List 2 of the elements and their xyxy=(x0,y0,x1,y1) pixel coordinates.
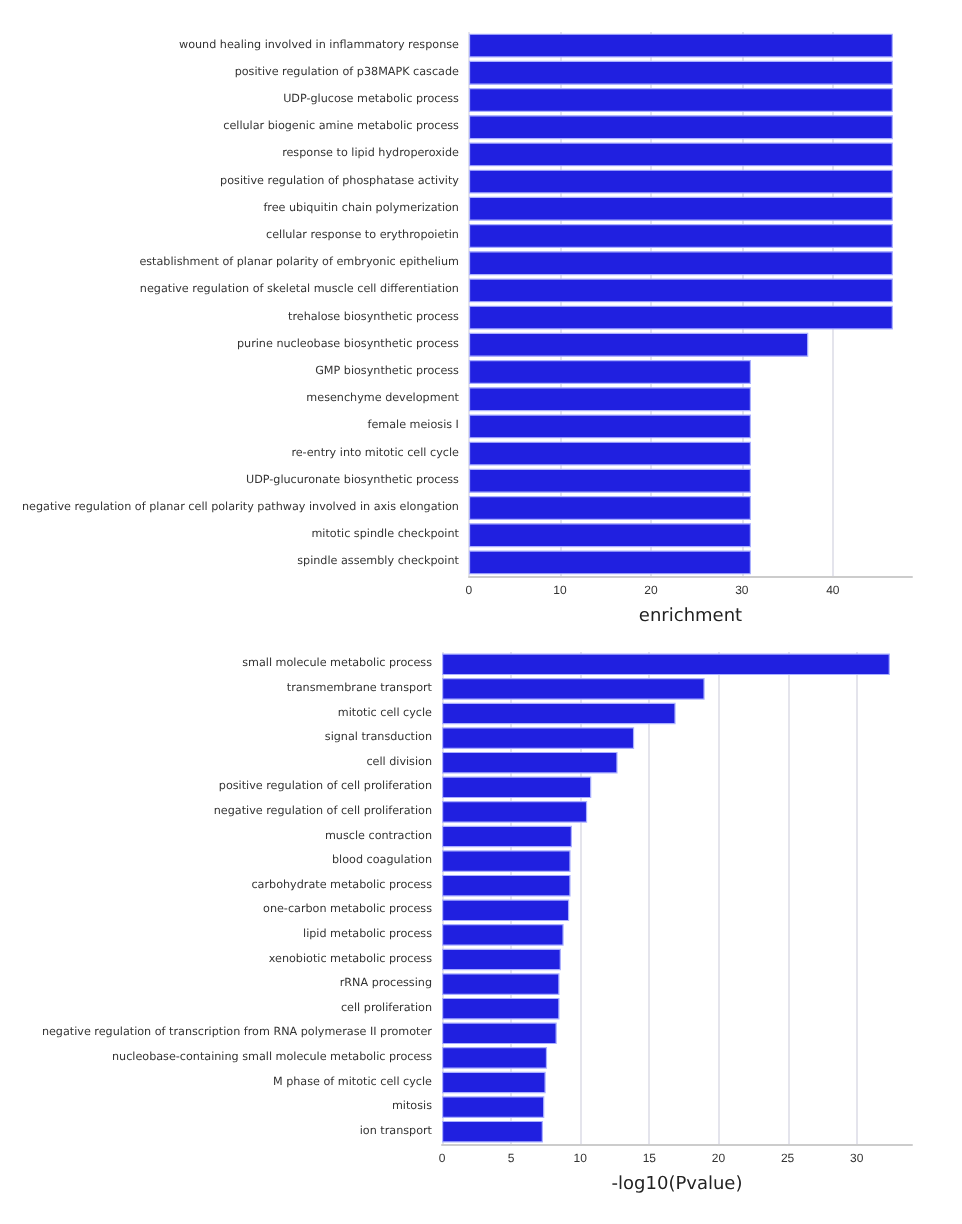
x-axis-title: -log10(Pvalue) xyxy=(611,1175,743,1195)
x-axis-title: enrichment xyxy=(638,607,744,627)
